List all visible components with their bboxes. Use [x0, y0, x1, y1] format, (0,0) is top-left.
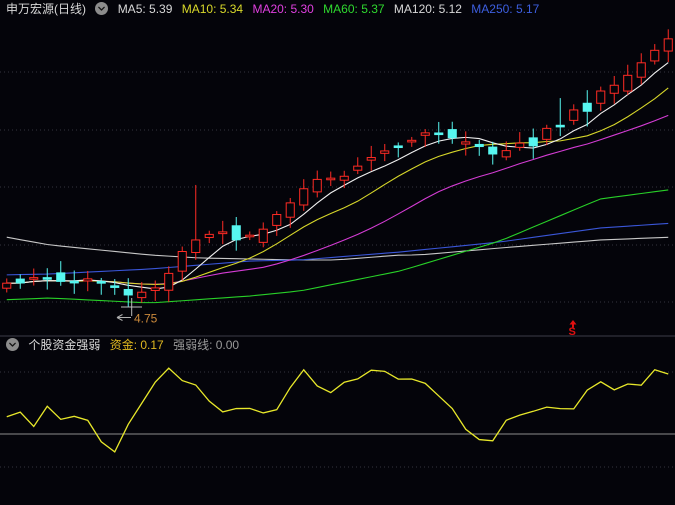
- svg-text:4.75: 4.75: [134, 312, 158, 326]
- svg-text:S: S: [569, 326, 576, 338]
